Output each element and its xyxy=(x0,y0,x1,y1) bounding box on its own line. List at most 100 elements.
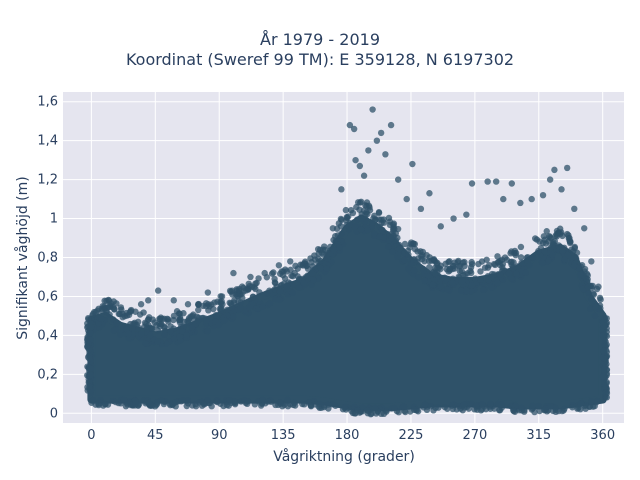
data-point xyxy=(485,276,492,284)
data-point xyxy=(330,246,338,254)
data-point xyxy=(494,259,502,266)
outlier-point xyxy=(369,106,376,113)
y-tick-label: 0,6 xyxy=(37,289,58,304)
data-point xyxy=(283,283,291,290)
outlier-point xyxy=(275,262,283,269)
data-point xyxy=(467,264,475,271)
data-point xyxy=(357,226,365,233)
y-tick-label: 1,4 xyxy=(37,134,58,149)
data-point xyxy=(92,401,99,408)
data-point xyxy=(472,275,479,282)
data-point xyxy=(385,243,392,250)
data-point xyxy=(231,401,239,408)
x-axis-label: Vågriktning (grader) xyxy=(273,448,415,465)
outlier-point xyxy=(382,151,389,158)
data-point xyxy=(372,410,380,417)
data-point xyxy=(442,260,449,268)
outlier-point xyxy=(492,178,500,185)
data-point xyxy=(390,227,397,234)
data-point xyxy=(364,226,371,234)
data-point xyxy=(460,401,468,408)
data-point xyxy=(230,299,238,306)
data-point xyxy=(289,281,297,288)
data-point xyxy=(569,404,576,411)
data-point xyxy=(463,287,471,295)
data-point xyxy=(599,332,607,340)
data-point xyxy=(276,288,284,295)
data-point xyxy=(233,286,240,293)
data-point xyxy=(287,266,294,274)
data-point xyxy=(478,258,486,265)
outlier-point xyxy=(546,176,554,183)
data-point xyxy=(170,316,177,324)
data-point xyxy=(554,229,562,237)
data-point xyxy=(123,326,130,333)
data-point xyxy=(468,258,475,266)
data-point xyxy=(395,409,402,416)
x-tick-label: 360 xyxy=(590,428,615,443)
data-point xyxy=(337,223,345,230)
data-point xyxy=(230,313,237,320)
data-point xyxy=(549,243,556,250)
data-point xyxy=(498,401,506,408)
data-point xyxy=(601,366,608,373)
data-point xyxy=(584,276,591,283)
outlier-point xyxy=(91,308,98,316)
data-point xyxy=(357,198,365,206)
data-point xyxy=(444,405,451,412)
outlier-point xyxy=(154,287,162,294)
data-point xyxy=(342,206,350,214)
data-point xyxy=(432,270,439,277)
data-point xyxy=(87,323,95,331)
data-point xyxy=(335,244,343,251)
data-point xyxy=(468,282,476,289)
outlier-point xyxy=(360,172,368,179)
data-point xyxy=(111,306,118,313)
data-point xyxy=(266,300,274,307)
data-point xyxy=(117,304,125,311)
data-point xyxy=(353,216,361,223)
data-point xyxy=(268,270,276,277)
outlier-point xyxy=(346,121,354,129)
y-tick-label: 0,8 xyxy=(37,251,58,266)
data-point xyxy=(309,263,317,270)
data-point xyxy=(87,365,95,372)
data-point xyxy=(405,251,412,258)
data-point xyxy=(522,269,529,276)
outlier-point xyxy=(563,164,571,172)
data-point xyxy=(210,305,217,313)
data-point xyxy=(284,396,291,404)
data-point xyxy=(223,401,231,409)
data-point xyxy=(103,308,110,316)
data-point xyxy=(592,303,599,310)
data-point xyxy=(591,312,598,319)
x-tick-label: 180 xyxy=(335,428,360,443)
data-point xyxy=(477,276,484,283)
data-point xyxy=(85,355,93,362)
data-point xyxy=(589,290,597,297)
data-point xyxy=(444,286,451,293)
outlier-point xyxy=(394,176,402,183)
data-point xyxy=(391,404,398,412)
data-point xyxy=(345,213,352,220)
data-point xyxy=(454,258,461,266)
data-point xyxy=(518,259,525,266)
data-point xyxy=(172,403,179,410)
data-point xyxy=(110,327,118,334)
data-point xyxy=(370,230,378,238)
data-point xyxy=(433,260,441,268)
data-point xyxy=(307,402,315,410)
data-point xyxy=(541,407,548,414)
data-point xyxy=(410,256,417,263)
data-point xyxy=(226,397,233,404)
data-point xyxy=(173,308,181,315)
data-point xyxy=(202,302,210,310)
x-tick-label: 0 xyxy=(87,428,95,443)
data-point xyxy=(577,400,585,407)
data-point xyxy=(596,294,604,302)
y-tick-label: 1 xyxy=(50,212,58,227)
data-points xyxy=(84,106,611,418)
outlier-point xyxy=(581,225,588,232)
data-point xyxy=(437,282,445,290)
data-point xyxy=(351,223,359,230)
